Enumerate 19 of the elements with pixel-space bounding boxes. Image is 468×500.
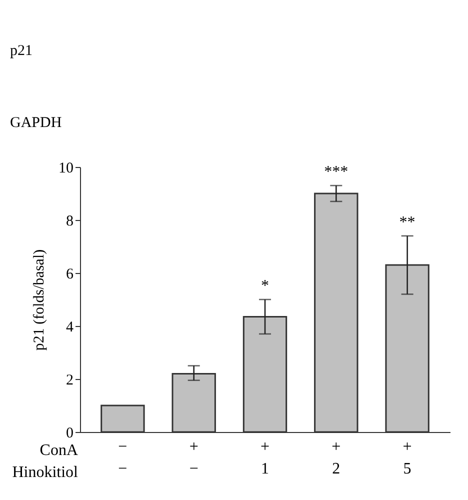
text: Hinokitiol xyxy=(12,464,79,481)
text: GAPDH xyxy=(10,115,62,131)
y-tick-label: 6 xyxy=(66,266,74,282)
annotation: *** xyxy=(324,164,348,181)
y-tick-label: 0 xyxy=(66,426,74,442)
text: p21 xyxy=(10,43,32,59)
y-tick-label: 10 xyxy=(58,160,74,176)
annotation: * xyxy=(261,278,269,294)
text: ConA xyxy=(40,442,78,459)
y-tick-label: 4 xyxy=(66,320,74,336)
x-tick-label: − − xyxy=(118,438,128,478)
y-tick-label: 8 xyxy=(66,214,74,230)
x-tick-label: + 1 xyxy=(260,438,270,478)
y-axis-title: p21 (folds/basal) xyxy=(32,249,48,351)
x-tick-label: + − xyxy=(189,438,198,478)
x-tick-label: + 5 xyxy=(402,438,412,478)
annotation: ** xyxy=(399,214,416,231)
y-tick-label: 2 xyxy=(66,372,74,388)
x-tick-label: + 2 xyxy=(332,438,341,478)
